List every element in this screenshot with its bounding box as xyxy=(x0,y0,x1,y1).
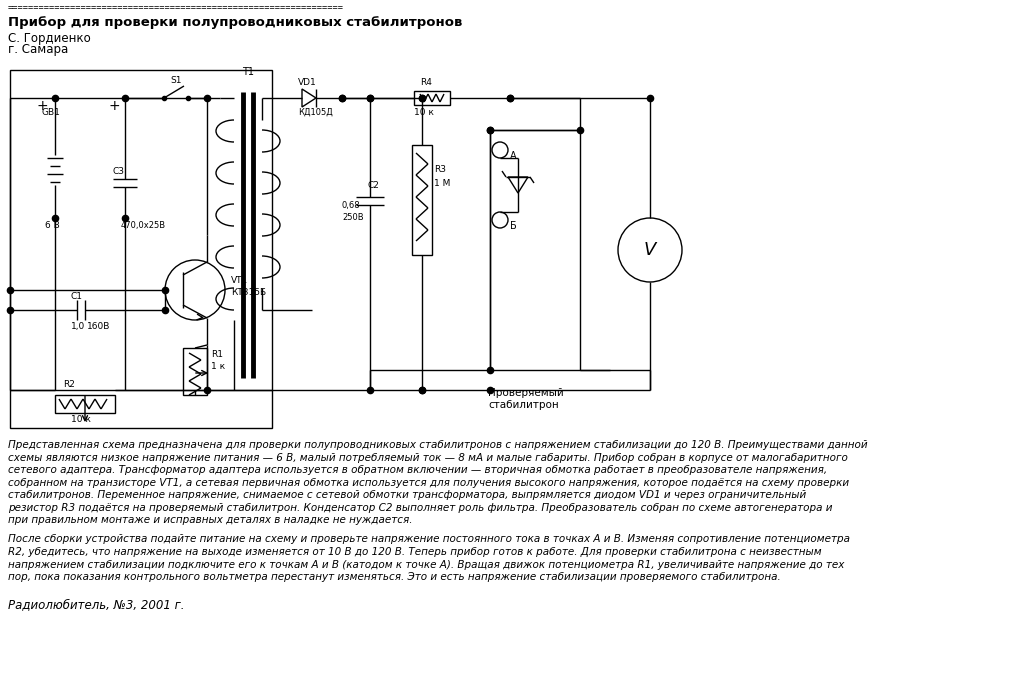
Text: Прибор для проверки полупроводниковых стабилитронов: Прибор для проверки полупроводниковых ст… xyxy=(8,16,463,29)
Text: 10 к: 10 к xyxy=(71,415,91,424)
Text: 160В: 160В xyxy=(87,322,111,331)
Text: Представленная схема предназначена для проверки полупроводниковых стабилитронов : Представленная схема предназначена для п… xyxy=(8,440,868,525)
Text: ================================================================: ========================================… xyxy=(8,3,344,12)
Text: T1: T1 xyxy=(242,67,254,77)
Text: 1 М: 1 М xyxy=(434,179,451,188)
Text: КТ315Б: КТ315Б xyxy=(231,288,266,297)
Text: R4: R4 xyxy=(420,78,432,87)
Text: +: + xyxy=(109,99,121,113)
Text: С. Гордиенко: С. Гордиенко xyxy=(8,32,90,45)
Text: стабилитрон: стабилитрон xyxy=(488,400,558,410)
Text: R2: R2 xyxy=(63,380,75,389)
Text: Радиолюбитель, №3, 2001 г.: Радиолюбитель, №3, 2001 г. xyxy=(8,598,185,612)
Text: 250В: 250В xyxy=(342,213,363,222)
Text: +: + xyxy=(37,99,49,113)
Bar xyxy=(183,348,207,395)
Text: C1: C1 xyxy=(71,292,83,301)
Bar xyxy=(55,395,115,413)
Text: GB1: GB1 xyxy=(42,108,61,117)
Bar xyxy=(412,145,432,255)
Text: г. Самара: г. Самара xyxy=(8,43,68,56)
Text: 10 к: 10 к xyxy=(414,108,434,117)
Text: А: А xyxy=(510,151,517,161)
Text: 1 к: 1 к xyxy=(211,362,225,371)
Text: Б: Б xyxy=(510,221,517,231)
Text: 470,0х25В: 470,0х25В xyxy=(121,221,166,230)
Text: R3: R3 xyxy=(434,165,446,174)
Text: 0,68: 0,68 xyxy=(342,201,360,210)
Bar xyxy=(490,130,580,370)
Text: S1: S1 xyxy=(170,76,182,85)
Text: C2: C2 xyxy=(368,181,380,190)
Text: После сборки устройства подайте питание на схему и проверьте напряжение постоянн: После сборки устройства подайте питание … xyxy=(8,534,850,582)
Text: V: V xyxy=(644,241,656,259)
Text: VT1: VT1 xyxy=(231,276,249,285)
Bar xyxy=(10,70,272,428)
Text: КД105Д: КД105Д xyxy=(298,108,333,117)
Bar xyxy=(414,91,450,105)
Text: 1,0: 1,0 xyxy=(71,322,85,331)
Text: 6 В: 6 В xyxy=(45,221,60,230)
Text: R1: R1 xyxy=(211,350,223,359)
Text: VD1: VD1 xyxy=(298,78,317,87)
Text: Проверяемый: Проверяемый xyxy=(488,388,563,398)
Text: C3: C3 xyxy=(113,167,125,176)
